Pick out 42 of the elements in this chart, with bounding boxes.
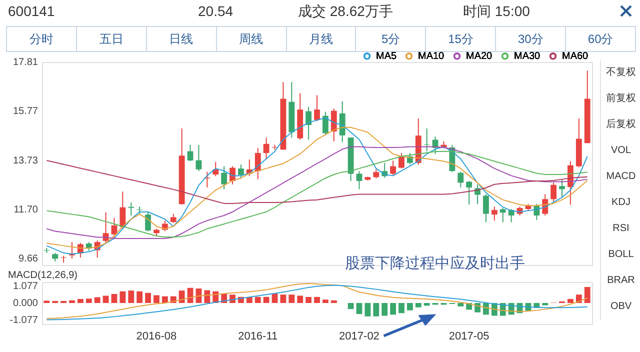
text: BOLL [607,248,635,262]
x-tick-label: 2016-11 [238,330,278,342]
y-tick-label: 1.077 [12,281,38,292]
text: 60分 [565,27,636,51]
x-tick-label: 2017-02 [339,330,380,342]
text: 成交 28.62万手 [298,3,393,21]
y-tick-label: -1.077 [10,314,38,326]
y-tick-label: 13.73 [12,155,38,166]
y-tick-label: 11.70 [14,204,38,216]
chart-title: MACD(12,26,9) [8,270,78,281]
text: RSI [612,222,630,236]
x-tick-label: 2016-08 [136,330,177,342]
text: 15分 [425,27,496,51]
text: MACD [605,170,637,184]
text: KDJ [610,196,632,210]
text: 5分 [355,27,426,51]
text: 时间 15:00 [463,3,530,21]
text: 600141 [8,3,55,19]
legend-label: MA20 [466,51,493,62]
text: 20.54 [198,3,234,19]
y-tick-label: 0.000 [12,298,38,309]
text: BRAR [606,274,636,288]
text: 月线 [286,27,356,51]
text: VOL [610,144,632,158]
text: OBV [609,300,633,314]
annotation: 股票下降过程中应及时出手 [345,255,525,272]
text: 分时 [28,31,54,48]
y-tick-label: 17.81 [12,57,38,68]
text: 后复权 [605,118,637,132]
text: 五日 [76,27,146,51]
legend-label: MA60 [562,51,589,62]
text: 30分 [495,27,566,51]
y-tick-label: 15.77 [12,106,38,118]
legend-label: MA5 [376,51,397,62]
legend-label: MA10 [418,51,445,62]
text: 前复权 [605,92,637,106]
text: 周线 [216,27,286,51]
text: 日线 [146,27,216,51]
y-tick-label: 9.66 [18,254,38,265]
text: 不复权 [605,66,637,80]
legend-label: MA30 [514,51,541,62]
x-tick-label: 2017-05 [448,330,490,342]
